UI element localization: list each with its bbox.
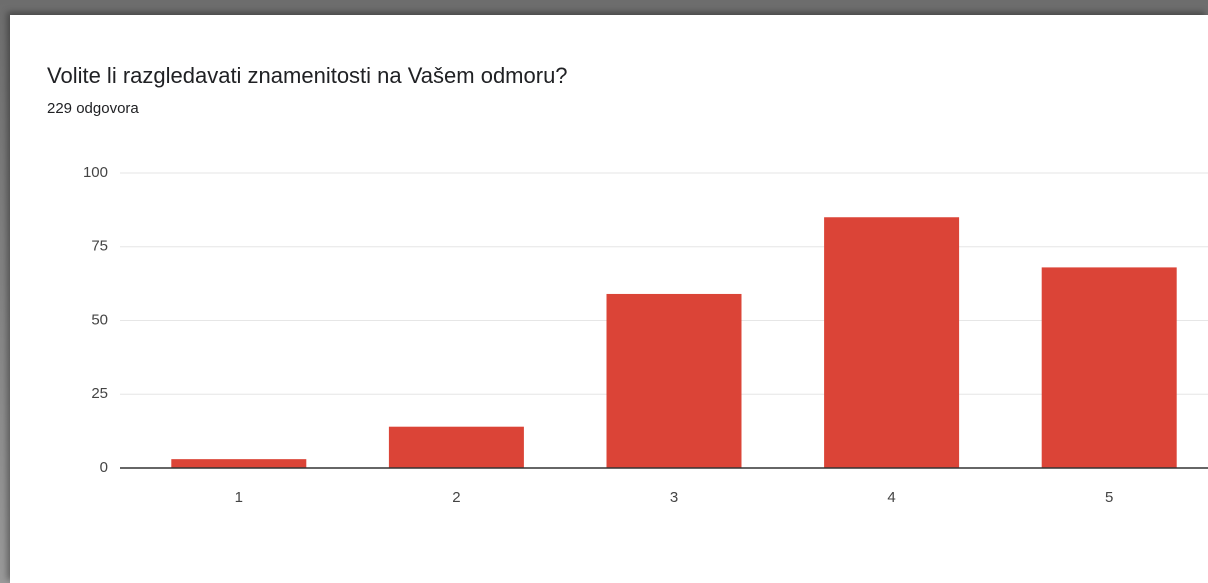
x-tick-label: 2 <box>452 489 460 506</box>
bar <box>388 426 524 468</box>
y-tick-label: 50 <box>91 311 108 328</box>
y-tick-label: 100 <box>83 164 108 181</box>
x-tick-label: 1 <box>235 489 243 506</box>
bar <box>606 293 742 468</box>
y-tick-label: 0 <box>100 459 108 476</box>
x-tick-label: 4 <box>887 489 895 506</box>
chart-title: Volite li razgledavati znamenitosti na V… <box>47 63 568 88</box>
chart-subtitle: 229 odgovora <box>47 100 139 117</box>
bar <box>824 217 960 468</box>
bar <box>171 459 307 468</box>
bar <box>1041 267 1177 468</box>
x-tick-label: 5 <box>1105 489 1113 506</box>
x-tick-label: 3 <box>670 489 678 506</box>
y-tick-label: 25 <box>91 385 108 402</box>
y-tick-label: 75 <box>91 238 108 255</box>
